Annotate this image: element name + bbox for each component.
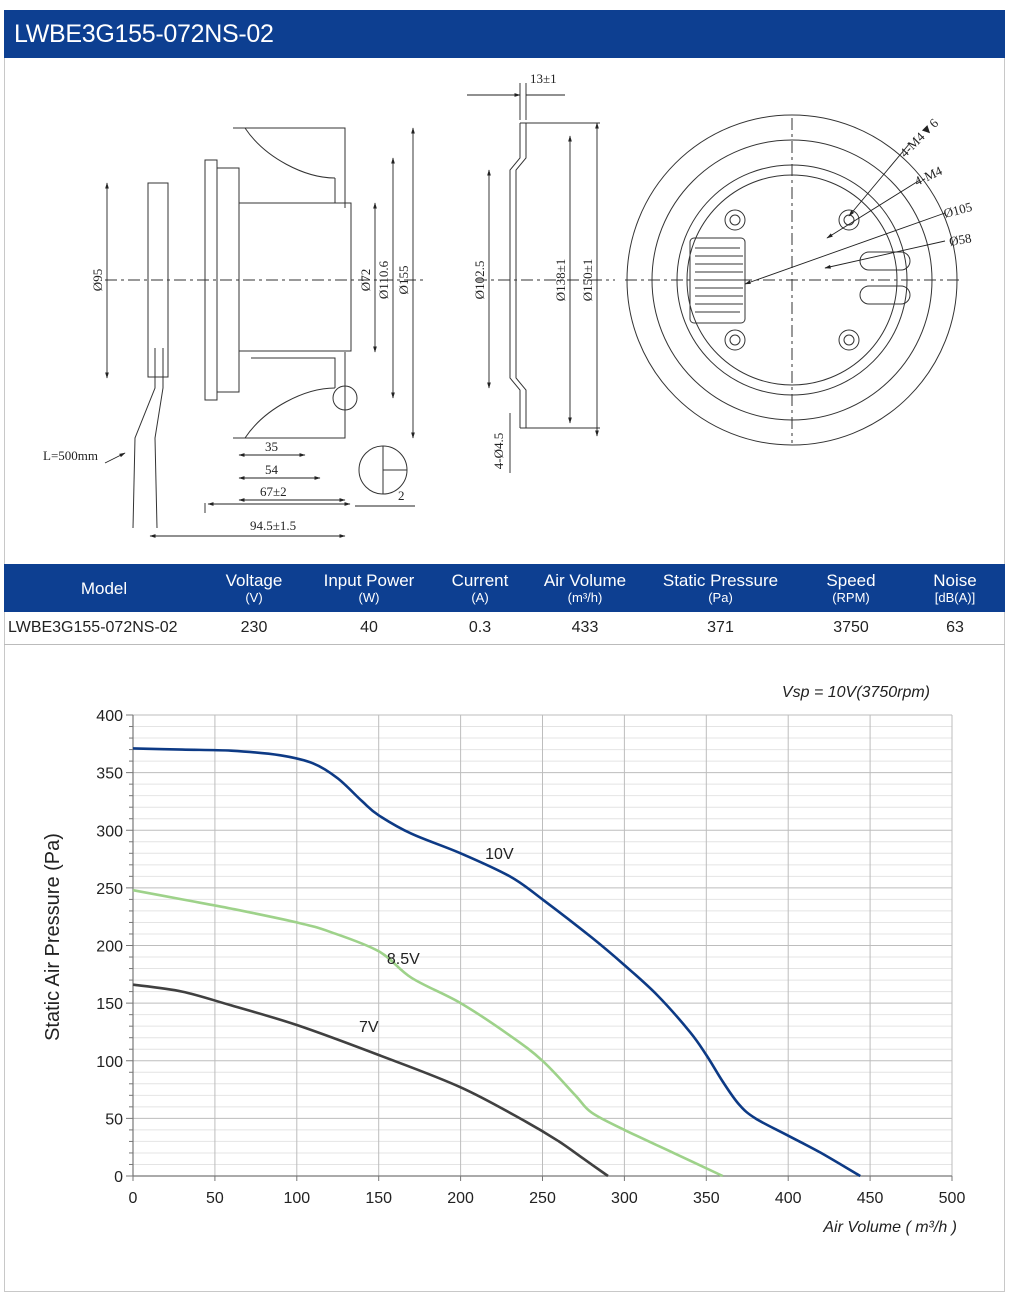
x-tick-label: 400: [775, 1190, 802, 1207]
chart-axes: 0 50 100 150 200 250 300 350 400 0 50 100 150 200 250 3…: [96, 708, 965, 1207]
table-header-row: Model Voltage (V) Input Power (W) Current(…: [4, 564, 1005, 612]
x-tick-label: 200: [447, 1190, 474, 1207]
dimension-drawing: Ø95 Ø72 Ø110.6 Ø155 L=500mm 35 54 67±2 9…: [43, 71, 974, 538]
header-static-pressure: Static Pressure (Pa): [644, 564, 797, 612]
header-air-volume: Air Volume (m³/h): [526, 564, 644, 612]
dim-d110: Ø110.6: [376, 260, 391, 299]
chart-grid: [132, 714, 953, 1177]
dim-d58: Ø58: [948, 230, 973, 249]
cell-current: 0.3: [434, 612, 526, 645]
dim-2: 2: [398, 488, 405, 503]
spec-table: Model Voltage (V) Input Power (W) Current(…: [4, 564, 1005, 645]
dim-d150: Ø150±1: [580, 259, 595, 302]
performance-chart: 0 50 100 150 200 250 300 350 400 0 50 100 150 200 250 3…: [42, 684, 965, 1236]
series-line-8-5V: [132, 888, 724, 1178]
x-tick-label: 300: [611, 1190, 638, 1207]
x-tick-label: 0: [129, 1190, 138, 1207]
dim-m4: 4-M4: [912, 163, 945, 189]
x-tick-label: 100: [283, 1190, 310, 1207]
header-voltage: Voltage (V): [204, 564, 304, 612]
front-dimension-lines: [744, 142, 946, 285]
chart-x-label: Air Volume ( m³/h ): [822, 1219, 957, 1236]
cell-model: LWBE3G155-072NS-02: [4, 612, 204, 645]
y-tick-label: 0: [114, 1169, 123, 1186]
table-row: LWBE3G155-072NS-02 230 40 0.3 433 371 37…: [4, 612, 1005, 645]
series-label: 8.5V: [387, 951, 420, 968]
chart-y-label: Static Air Pressure (Pa): [42, 833, 64, 1041]
series-line-7V: [132, 983, 609, 1178]
dim-d95: Ø95: [90, 269, 105, 291]
header-speed: Speed (RPM): [797, 564, 905, 612]
dim-35: 35: [265, 439, 278, 454]
dim-d102: Ø102.5: [472, 261, 487, 300]
y-tick-label: 150: [96, 996, 123, 1013]
y-tick-label: 350: [96, 766, 123, 783]
y-tick-label: 300: [96, 823, 123, 840]
x-tick-label: 50: [206, 1190, 224, 1207]
side-dimension-labels: Ø95 Ø72 Ø110.6 Ø155 L=500mm 35 54 67±2 9…: [43, 260, 411, 533]
middle-dimension-lines: [467, 83, 599, 473]
y-tick-label: 250: [96, 881, 123, 898]
cell-noise: 63: [905, 612, 1005, 645]
cell-air-volume: 433: [526, 612, 644, 645]
dim-94: 94.5±1.5: [250, 518, 296, 533]
dim-d155: Ø155: [396, 266, 411, 295]
dim-d105: Ø105: [942, 199, 974, 221]
cell-voltage: 230: [204, 612, 304, 645]
chart-series: 10V 8.5V 7V: [132, 747, 861, 1178]
front-view: [625, 114, 960, 446]
side-view: [105, 127, 425, 529]
y-tick-label: 200: [96, 939, 123, 956]
middle-view: [475, 122, 615, 429]
middle-dimension-labels: 13±1 Ø102.5 Ø138±1 Ø150±1 4-Ø4.5: [472, 71, 595, 469]
x-tick-label: 150: [365, 1190, 392, 1207]
series-line-10V: [132, 747, 861, 1178]
cell-speed: 3750: [797, 612, 905, 645]
series-label: 7V: [359, 1019, 379, 1036]
x-tick-label: 500: [939, 1190, 966, 1207]
x-tick-label: 350: [693, 1190, 720, 1207]
dim-d138: Ø138±1: [553, 259, 568, 302]
side-dimension-lines: [104, 127, 415, 538]
page-title: LWBE3G155-072NS-02: [14, 20, 274, 48]
x-tick-label: 450: [857, 1190, 884, 1207]
x-tick-label: 250: [529, 1190, 556, 1207]
header-current: Current (A): [434, 564, 526, 612]
y-tick-label: 100: [96, 1054, 123, 1071]
cell-input-power: 40: [304, 612, 434, 645]
chart-annotation: Vsp = 10V(3750rpm): [782, 684, 930, 701]
y-tick-label: 400: [96, 708, 123, 725]
dim-holes: 4-Ø4.5: [491, 433, 506, 469]
y-tick-label: 50: [105, 1111, 123, 1128]
cell-static-pressure: 371: [644, 612, 797, 645]
series-label: 10V: [485, 846, 514, 863]
dim-13: 13±1: [530, 71, 557, 86]
dim-67: 67±2: [260, 484, 287, 499]
dim-54: 54: [265, 462, 279, 477]
dim-d72: Ø72: [358, 269, 373, 291]
header-noise: Noise [dB(A)]: [905, 564, 1005, 612]
header-input-power: Input Power (W): [304, 564, 434, 612]
title-bar: LWBE3G155-072NS-02: [4, 10, 1005, 58]
header-model: Model: [4, 564, 204, 612]
front-dimension-labels: 4-M4▼6 4-M4 Ø105 Ø58: [897, 115, 974, 249]
dim-m4d6: 4-M4▼6: [897, 115, 942, 160]
dim-cable: L=500mm: [43, 448, 98, 463]
